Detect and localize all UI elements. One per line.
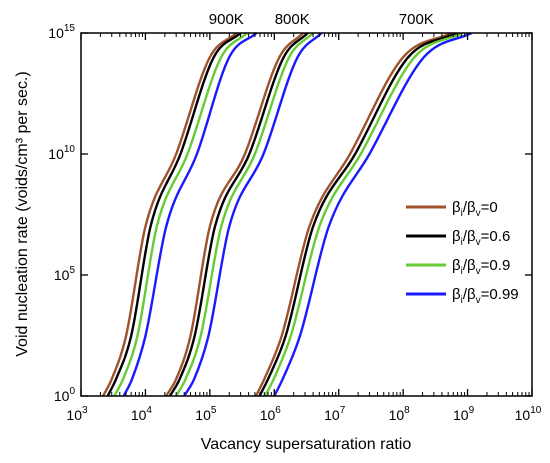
legend-label: βi/βv=0.9: [452, 257, 510, 277]
legend-label: βi/βv=0: [452, 199, 498, 219]
x-tick-label: 104: [131, 405, 153, 423]
temperature-label: 800K: [275, 11, 310, 28]
temperature-label: 700K: [399, 11, 434, 28]
x-tick-label: 1010: [515, 405, 542, 423]
curve-800K-beta-0.6: [168, 33, 309, 396]
legend-label: βi/βv=0.6: [452, 228, 510, 248]
x-axis-label: Vacancy supersaturation ratio: [201, 436, 412, 453]
plot-frame: [80, 32, 533, 397]
axis-tick-labels: 103 104 105 106 107 108 109 1010 100 105 1010 1015: [48, 23, 541, 423]
x-tick-label: 106: [260, 405, 282, 423]
axis-ticks: [80, 32, 533, 397]
y-axis-label: Void nucleation rate (voids/cm³ per sec.…: [14, 71, 31, 356]
curve-900K-beta-0: [101, 33, 238, 396]
x-tick-label: 107: [324, 405, 346, 423]
curve-700K-beta-0.9: [264, 33, 464, 396]
curves: [101, 33, 473, 396]
curve-900K-beta-0.99: [122, 33, 258, 396]
curve-800K-beta-0.99: [183, 33, 323, 396]
x-tick-label: 103: [66, 405, 88, 423]
curve-700K-beta-0.99: [273, 33, 473, 396]
x-tick-label: 109: [453, 405, 475, 423]
legend: βi/βv=0 βi/βv=0.6 βi/βv=0.9 βi/βv=0.99: [406, 199, 519, 306]
x-tick-label: 105: [195, 405, 217, 423]
curve-700K-beta-0.6: [258, 33, 458, 396]
curve-800K-beta-0: [165, 33, 304, 396]
legend-label: βi/βv=0.99: [452, 286, 519, 306]
curve-700K-beta-0: [254, 33, 452, 396]
x-tick-label: 108: [389, 405, 411, 423]
y-tick-label: 100: [54, 386, 76, 404]
temperature-label: 900K: [209, 11, 244, 28]
y-tick-label: 1010: [48, 144, 75, 162]
curve-900K-beta-0.6: [106, 33, 242, 396]
y-tick-label: 105: [54, 265, 76, 283]
curve-800K-beta-0.9: [175, 33, 314, 396]
curve-900K-beta-0.9: [113, 33, 249, 396]
y-tick-label: 1015: [48, 23, 75, 41]
temperature-annotations: 900K 800K 700K: [209, 11, 434, 28]
